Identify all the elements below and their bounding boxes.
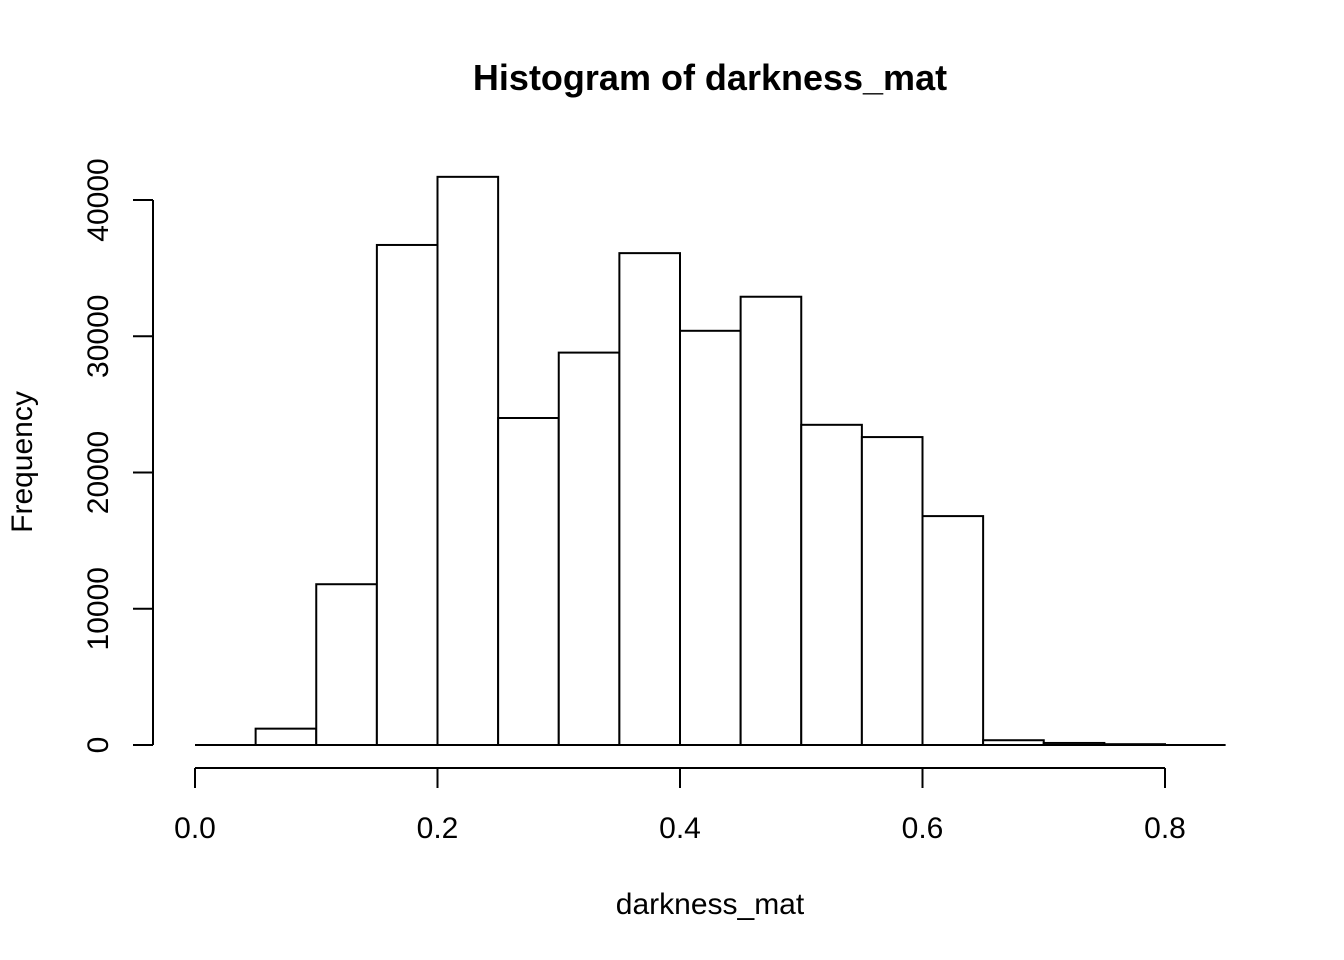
x-tick-label: 0.6 <box>902 812 944 845</box>
x-tick-label: 0.2 <box>417 812 459 845</box>
histogram-bar <box>618 252 681 746</box>
x-tick-label: 0.8 <box>1144 812 1186 845</box>
x-axis-label: darkness_mat <box>616 888 805 921</box>
histogram-bar <box>679 329 742 746</box>
histogram-bars <box>254 175 1166 747</box>
histogram-bar <box>254 727 318 747</box>
histogram-bar <box>315 583 378 746</box>
histogram-bar <box>860 436 924 746</box>
y-tick-label: 30000 <box>82 295 115 378</box>
y-tick-label: 10000 <box>82 567 115 650</box>
y-tick-label: 20000 <box>82 431 115 514</box>
y-axis: 0 10000 20000 30000 40000 <box>82 158 154 754</box>
histogram-bar <box>800 423 863 746</box>
histogram-bar <box>436 175 500 746</box>
histogram-bar <box>921 515 985 746</box>
y-axis-label: Frequency <box>6 391 39 533</box>
x-tick-label: 0.4 <box>659 812 701 845</box>
histogram-bar <box>739 295 803 746</box>
histogram-bar <box>557 351 621 746</box>
histogram-bar <box>497 417 560 746</box>
histogram-bar <box>375 243 439 746</box>
x-axis: 0.0 0.2 0.4 0.6 0.8 <box>174 767 1186 845</box>
y-tick-label: 40000 <box>82 158 115 241</box>
chart-title: Histogram of darkness_mat <box>473 57 947 98</box>
x-tick-label: 0.0 <box>174 812 216 845</box>
y-tick-label: 0 <box>82 737 115 754</box>
